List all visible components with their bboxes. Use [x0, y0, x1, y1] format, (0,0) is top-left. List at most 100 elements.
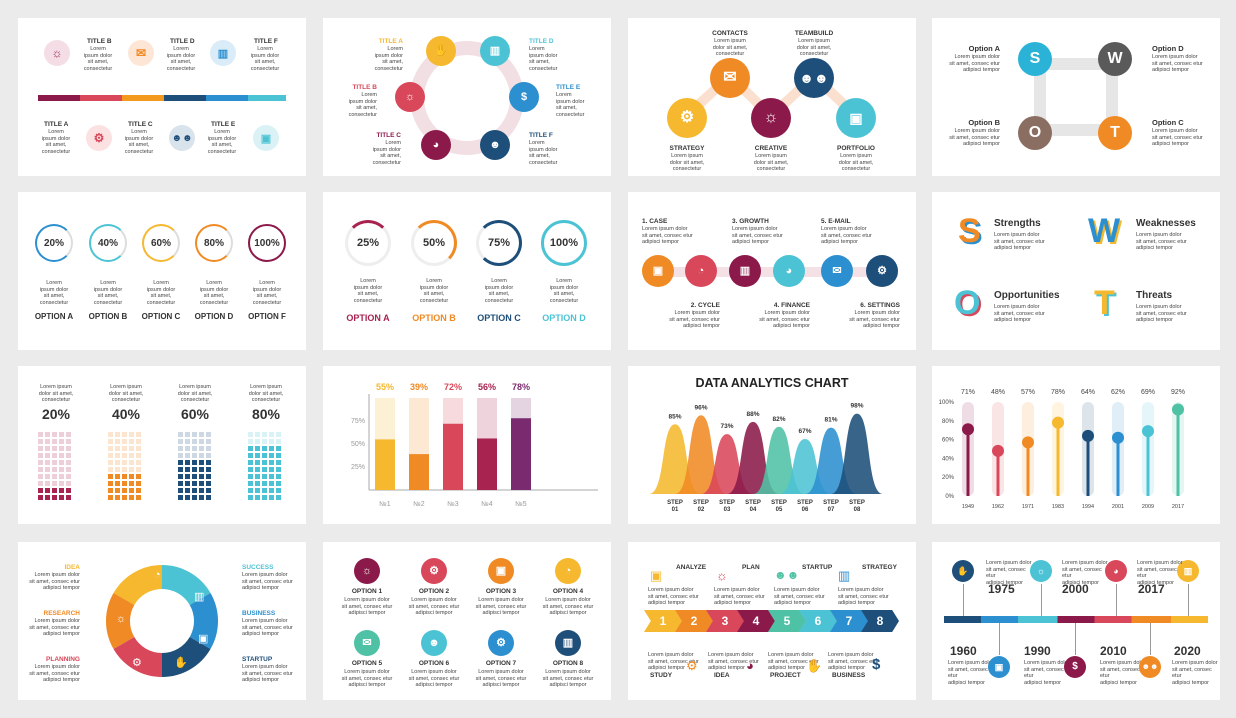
- connector: [963, 584, 964, 616]
- lorem-text: Lorem ipsum dolor sit amet, consec etur …: [1172, 660, 1218, 686]
- waffle-cell: [255, 488, 260, 493]
- waffle-cell: [248, 467, 253, 472]
- waffle-cell: [136, 460, 141, 465]
- waffle-cell: [66, 453, 71, 458]
- gear-icon: ⚙: [421, 558, 447, 584]
- lorem-text: Lorem ipsum dolor sit amet, consectetur: [250, 46, 280, 72]
- x-tick-label: STEP: [693, 500, 709, 506]
- team-icon: ☻☻: [1139, 656, 1161, 678]
- waffle-cell: [129, 432, 134, 437]
- bar: [477, 438, 497, 490]
- swot-letter-t: T: [1094, 284, 1115, 322]
- lorem-text: Lorem ipsum dolor sit amet, consectetur: [372, 140, 401, 166]
- waffle-cell: [52, 446, 57, 451]
- data-label: 73%: [720, 423, 733, 430]
- waffle-cell: [185, 439, 190, 444]
- connector: [1041, 584, 1042, 616]
- lorem-text: Lorem ipsum dolor sit amet, consectetur: [199, 280, 229, 306]
- timeline-segment: [80, 95, 122, 101]
- data-label: 88%: [746, 411, 759, 418]
- waffle-cell: [199, 495, 204, 500]
- waffle-cell: [199, 453, 204, 458]
- lorem-text: Lorem ipsum dolor sit amet, consec etur …: [242, 618, 293, 637]
- y-tick-label: 75%: [351, 418, 365, 425]
- lorem-text: Lorem ipsum dolor sit amet, consec etur …: [849, 310, 900, 329]
- lorem-text: Lorem ipsum dolor sit amet, consectetur: [419, 278, 449, 304]
- bell-curve-chart: 85%STEP0196%STEP0273%STEP0388%STEP0482%S…: [649, 403, 883, 513]
- lorem-text: Lorem ipsum dolor sit amet, consectetur: [177, 384, 213, 403]
- step-label: 3. GROWTH: [732, 218, 769, 225]
- y-tick-label: 50%: [351, 441, 365, 448]
- lorem-text: Lorem ipsum dolor sit amet, consectetur: [108, 384, 144, 403]
- lorem-text: Lorem ipsum dolor sit amet, consec etur …: [714, 587, 765, 606]
- timeline-segment: [206, 95, 248, 101]
- lollipop-chart: 100% 80% 60% 40% 20% 0% 71% 1949 48% 1962 57% 1971 7…: [939, 389, 1185, 510]
- waffle-cell: [192, 474, 197, 479]
- waffle-cell: [136, 474, 141, 479]
- waffle-cell: [52, 495, 57, 500]
- waffle-cell: [178, 495, 183, 500]
- percent-ring: 40%: [89, 224, 127, 262]
- x-tick-label: 08: [854, 507, 861, 513]
- gear-icon: ⚙: [686, 658, 698, 673]
- panel-arrow-process: ▣ ANALYZE Lorem ipsum dolor sit amet, co…: [628, 542, 916, 700]
- lorem-text: Lorem ipsum dolor sit amet, consec etur …: [1024, 660, 1070, 686]
- waffle-cell: [136, 481, 141, 486]
- waffle-cell: [248, 453, 253, 458]
- lorem-text: Lorem ipsum dolor sit amet, consec etur …: [838, 587, 889, 606]
- waffle-cell: [262, 481, 267, 486]
- x-tick-label: STEP: [745, 500, 761, 506]
- step-label: 1. CASE: [642, 218, 668, 225]
- lorem-text: Lorem ipsum dolor sit amet, consec etur …: [242, 664, 293, 683]
- waffle-cell: [115, 432, 120, 437]
- lorem-text: Lorem ipsum dolor sit amet, consec etur …: [768, 652, 819, 671]
- waffle-cell: [136, 453, 141, 458]
- waffle-cell: [206, 453, 211, 458]
- waffle-cell: [129, 439, 134, 444]
- lorem-text: Lorem ipsum dolor sit amet, consectetur: [83, 46, 113, 72]
- lightbulb-icon: ☼: [751, 98, 791, 138]
- lorem-text: Lorem ipsum dolor sit amet, consectetur: [712, 38, 748, 57]
- lollipop-dot: [962, 423, 974, 436]
- x-tick-label: STEP: [771, 500, 787, 506]
- bar-chart: 75% 50% 25% 55% №1 39% №2 72% №3 56% №4 78% №5: [351, 382, 598, 508]
- waffle-cell: [122, 481, 127, 486]
- lorem-text: Lorem ipsum dolor sit amet, consec etur …: [29, 664, 80, 683]
- waffle-cell: [178, 481, 183, 486]
- panel-swot-circles: S W O T Option A Lorem ipsum dolor sit a…: [932, 18, 1220, 176]
- option-label: OPTION A: [34, 312, 74, 321]
- lorem-text: Lorem ipsum dolor sit amet, consec etur …: [542, 669, 594, 688]
- briefcase-icon: ▣: [198, 633, 209, 645]
- gear-icon: ⚙: [667, 98, 707, 138]
- waffle-cell: [276, 474, 281, 479]
- bar: [443, 423, 463, 490]
- lorem-text: Lorem ipsum dolor sit amet, consec etur …: [648, 587, 699, 606]
- waffle-cell: [45, 481, 50, 486]
- waffle-cell: [129, 474, 134, 479]
- percent-ring: 60%: [142, 224, 180, 262]
- waffle-cell: [45, 460, 50, 465]
- panel-bar-chart: 75% 50% 25% 55% №1 39% №2 72% №3 56% №4 78% №5: [323, 366, 611, 524]
- waffle-cell: [199, 474, 204, 479]
- option-label: OPTION A: [346, 313, 390, 323]
- waffle-cell: [206, 439, 211, 444]
- waffle-cell: [262, 453, 267, 458]
- waffle-cell: [115, 439, 120, 444]
- waffle-cell: [269, 453, 274, 458]
- waffle-cell: [129, 481, 134, 486]
- data-label: 96%: [694, 404, 707, 411]
- year-label: 1990: [1024, 644, 1051, 658]
- option-label: OPTION B: [412, 313, 456, 323]
- waffle-cell: [122, 495, 127, 500]
- waffle-cell: [52, 474, 57, 479]
- timeline-segment: [38, 95, 80, 101]
- waffle-cell: [269, 460, 274, 465]
- percent-ring: 100%: [248, 224, 286, 262]
- option-label: Option C: [1152, 118, 1184, 127]
- swot-word: Weaknesses: [1136, 218, 1196, 229]
- lorem-text: Lorem ipsum dolor sit amet, consec etur …: [242, 572, 293, 591]
- waffle-cell: [206, 467, 211, 472]
- year-label: 1975: [988, 582, 1015, 596]
- waffle-cell: [45, 467, 50, 472]
- lorem-text: Lorem ipsum dolor sit amet, consectetur: [146, 280, 176, 306]
